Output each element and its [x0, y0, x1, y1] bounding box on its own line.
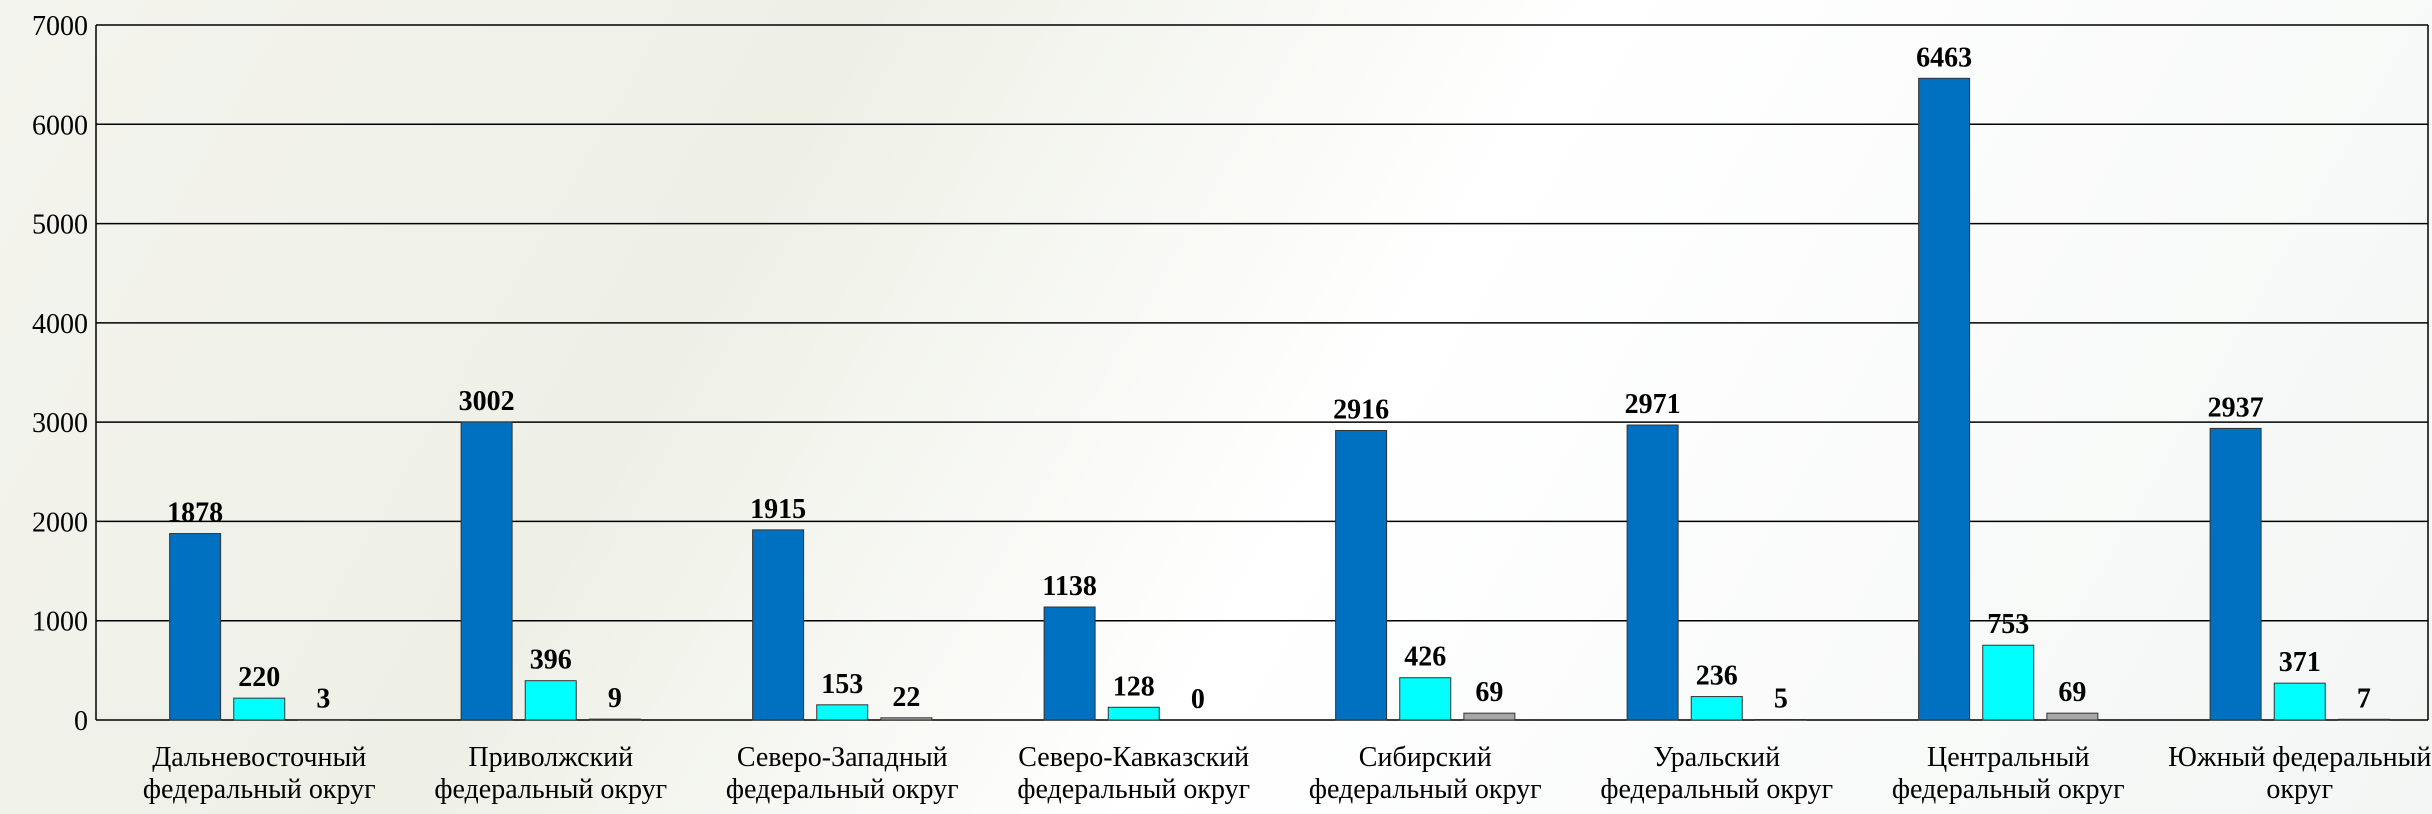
bar: [170, 534, 221, 720]
y-tick-label: 6000: [32, 110, 88, 141]
y-tick-label: 1000: [32, 607, 88, 638]
bar: [1691, 697, 1742, 720]
bar: [1919, 78, 1970, 720]
data-label: 1138: [1042, 571, 1096, 602]
data-label: 396: [530, 645, 572, 676]
data-label: 3002: [459, 386, 515, 417]
x-tick-label: Северо-Кавказский федеральный округ: [994, 742, 1274, 806]
x-tick-label: Южный федеральный округ: [2160, 742, 2432, 806]
data-label: 69: [2058, 677, 2086, 708]
bar: [2047, 713, 2098, 720]
data-label: 220: [238, 662, 280, 693]
data-label: 0: [1191, 684, 1205, 715]
bar: [2274, 683, 2325, 720]
data-label: 236: [1696, 661, 1738, 692]
y-tick-label: 7000: [32, 11, 88, 42]
data-label: 7: [2357, 683, 2371, 714]
data-label: 371: [2279, 647, 2321, 678]
y-tick-label: 5000: [32, 210, 88, 241]
bar: [1464, 713, 1515, 720]
bar: [753, 530, 804, 720]
bar: [1044, 607, 1095, 720]
y-tick-label: 4000: [32, 309, 88, 340]
data-label: 128: [1113, 671, 1155, 702]
x-tick-label: Приволжский федеральный округ: [411, 742, 691, 806]
x-tick-label: Дальневосточный федеральный округ: [119, 742, 399, 806]
bar: [1627, 425, 1678, 720]
bar: [1336, 430, 1387, 720]
data-label: 753: [1987, 609, 2029, 640]
x-tick-label: Сибирский федеральный округ: [1285, 742, 1565, 806]
y-tick-label: 3000: [32, 408, 88, 439]
data-label: 9: [608, 683, 622, 714]
data-label: 1915: [750, 494, 806, 525]
y-tick-label: 0: [74, 706, 88, 737]
bar: [817, 705, 868, 720]
bar: [1400, 678, 1451, 720]
bar: [1108, 707, 1159, 720]
data-label: 2937: [2208, 392, 2264, 423]
chart-svg: 0100020003000400050006000700018782203300…: [0, 0, 2432, 814]
x-tick-label: Уральский федеральный округ: [1577, 742, 1857, 806]
bar: [234, 698, 285, 720]
bar: [461, 422, 512, 720]
data-label: 2916: [1333, 394, 1389, 425]
bar: [2338, 719, 2389, 720]
data-label: 2971: [1625, 389, 1681, 420]
data-label: 22: [892, 682, 920, 713]
x-tick-label: Центральный федеральный округ: [1868, 742, 2148, 806]
bar: [525, 681, 576, 720]
data-label: 153: [821, 669, 863, 700]
bar: [1983, 645, 2034, 720]
bar: [589, 719, 640, 720]
data-label: 69: [1475, 677, 1503, 708]
data-label: 1878: [167, 498, 223, 529]
bar: [2210, 428, 2261, 720]
x-tick-label: Северо-Западный федеральный округ: [702, 742, 982, 806]
data-label: 6463: [1916, 42, 1972, 73]
chart: 0100020003000400050006000700018782203300…: [0, 0, 2432, 814]
y-tick-label: 2000: [32, 507, 88, 538]
data-label: 426: [1404, 642, 1446, 673]
data-label: 5: [1774, 684, 1788, 715]
bar: [881, 718, 932, 720]
data-label: 3: [316, 684, 330, 715]
